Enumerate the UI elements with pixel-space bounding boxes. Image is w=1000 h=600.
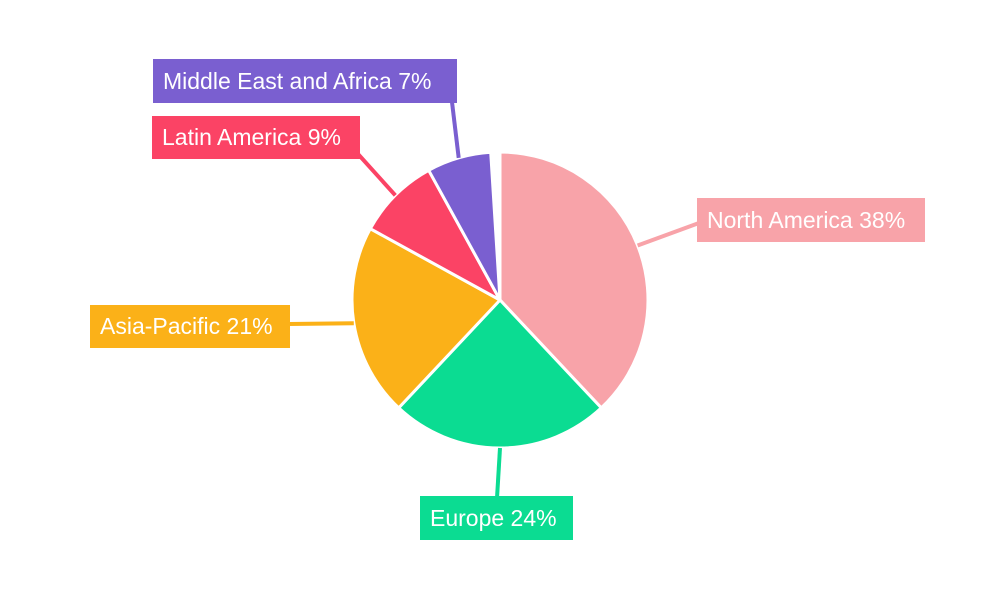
pie-slice-north-america [498,150,650,410]
pie-slice-middle-east-and-africa [427,150,502,302]
pie-slice-asia-pacific [350,227,502,410]
pie-slice-europe [397,298,603,450]
leader-line-north-america [636,221,700,248]
leader-line-middle-east-and-africa [450,101,461,159]
leader-line-asia-pacific [288,321,354,326]
pie-slice-latin-america [368,168,502,302]
leader-line-europe [495,447,502,499]
leader-line-latin-america [356,152,397,197]
